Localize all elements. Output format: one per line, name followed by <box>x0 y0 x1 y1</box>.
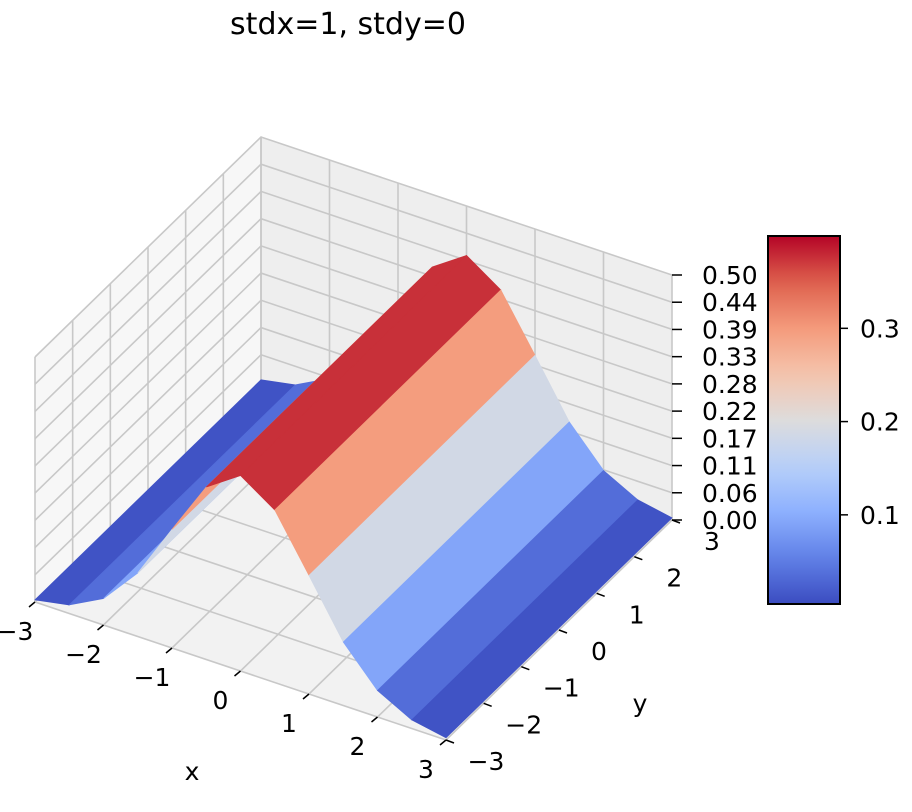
y-tick-label: 0 <box>591 637 607 666</box>
x-tick-label: −2 <box>65 640 102 669</box>
x-axis-label: x <box>185 757 200 786</box>
y-tick <box>483 702 492 708</box>
z-tick-label: 0.50 <box>702 261 758 290</box>
z-tick-label: 0.22 <box>702 397 758 426</box>
y-tick-label: 3 <box>704 527 720 556</box>
x-tick-label: −3 <box>0 617 33 646</box>
x-tick <box>371 716 378 723</box>
x-tick <box>439 739 447 746</box>
y-tick-label: 2 <box>666 564 682 593</box>
colorbar-tick-label: 0.2 <box>860 408 900 437</box>
colorbar-tick-label: 0.1 <box>860 501 900 530</box>
z-tick-label: 0.39 <box>702 315 758 344</box>
y-tick-label: −1 <box>543 674 580 703</box>
chart-title: stdx=1, stdy=0 <box>230 7 466 42</box>
y-tick <box>596 592 605 598</box>
z-tick-label: 0.33 <box>702 343 758 372</box>
y-tick <box>558 629 568 634</box>
y-tick <box>521 665 530 671</box>
grid-z <box>34 163 673 385</box>
x-tick-label: 3 <box>418 755 434 784</box>
z-tick-label: 0.00 <box>702 506 758 535</box>
z-tick-label: 0.44 <box>702 288 758 317</box>
y-tick-label: −3 <box>468 747 505 776</box>
y-tick <box>445 739 455 744</box>
grid-z <box>34 217 673 440</box>
grid-z <box>34 190 673 412</box>
x-tick <box>165 647 173 654</box>
x-tick <box>302 693 310 700</box>
y-tick-label: −2 <box>505 710 542 739</box>
x-tick <box>97 624 104 631</box>
x-tick-label: 2 <box>350 732 366 761</box>
x-tick-label: −1 <box>134 663 171 692</box>
colorbar: 0.1 0.2 0.3 <box>767 235 900 605</box>
x-tick-label: 0 <box>213 686 229 715</box>
colorbar-tick-label: 0.3 <box>860 314 900 343</box>
surface-band <box>411 499 673 739</box>
z-tick-label: 0.11 <box>702 452 758 481</box>
z-tick-label: 0.17 <box>702 424 758 453</box>
x-tick-label: 1 <box>281 709 297 738</box>
x-tick <box>234 670 241 677</box>
colorbar-bar <box>767 235 841 605</box>
x-tick <box>28 601 36 608</box>
grid-z <box>34 244 673 467</box>
z-tick-label: 0.28 <box>702 370 758 399</box>
y-axis-label: y <box>633 689 648 718</box>
z-tick-label: 0.06 <box>702 479 758 508</box>
y-tick <box>634 555 643 561</box>
surface <box>34 254 673 739</box>
grid-z <box>34 136 673 358</box>
y-tick-label: 1 <box>629 600 645 629</box>
